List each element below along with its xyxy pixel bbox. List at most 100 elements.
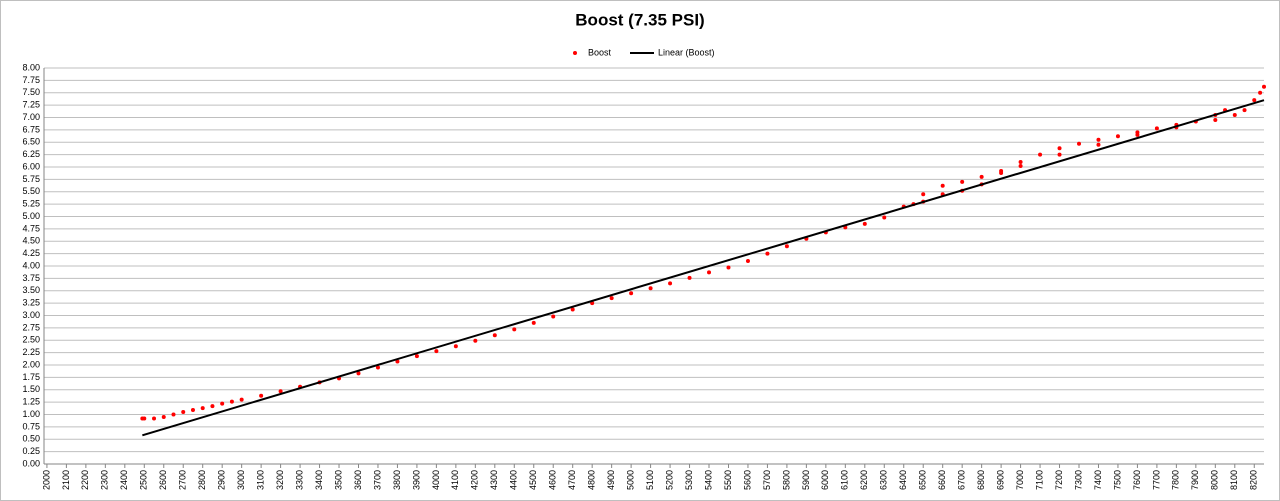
data-point <box>1135 132 1140 137</box>
x-tick-label: 2600 <box>158 470 168 490</box>
y-tick-label: 6.50 <box>22 137 40 147</box>
data-point <box>745 259 750 264</box>
data-point <box>765 251 770 256</box>
trend-line <box>142 99 1265 437</box>
data-point <box>1115 134 1120 139</box>
y-tick-label: 1.25 <box>22 397 40 407</box>
x-tick-label: 3200 <box>275 470 285 490</box>
x-tick-label: 7800 <box>1171 470 1181 490</box>
data-point <box>1213 117 1218 122</box>
data-point <box>220 401 225 406</box>
x-tick-label: 2200 <box>80 470 90 490</box>
y-tick-label: 3.50 <box>22 285 40 295</box>
data-point <box>1252 98 1257 103</box>
data-point <box>687 275 692 280</box>
y-tick-label: 3.75 <box>22 273 40 283</box>
data-point <box>356 371 361 376</box>
x-tick-label: 3500 <box>333 470 343 490</box>
y-tick-label: 1.75 <box>22 372 40 382</box>
data-point <box>629 291 634 296</box>
data-point <box>1262 84 1266 89</box>
data-point <box>1018 164 1023 169</box>
x-tick-label: 5000 <box>625 470 635 490</box>
x-tick-label: 2500 <box>139 470 149 490</box>
data-point <box>648 286 653 291</box>
data-point <box>414 354 419 359</box>
x-tick-label: 6200 <box>859 470 869 490</box>
data-point <box>453 344 458 349</box>
x-tick-label: 5400 <box>703 470 713 490</box>
data-point <box>784 244 789 249</box>
x-tick-label: 4900 <box>606 470 616 490</box>
y-tick-label: 3.25 <box>22 298 40 308</box>
x-tick-label: 2700 <box>178 470 188 490</box>
data-point <box>229 399 234 404</box>
data-point <box>239 397 244 402</box>
data-point <box>862 221 867 226</box>
data-point <box>1232 113 1237 118</box>
legend-label: Linear (Boost) <box>658 47 715 57</box>
data-point <box>1096 142 1101 147</box>
x-tick-label: 3100 <box>256 470 266 490</box>
x-tick-label: 4000 <box>431 470 441 490</box>
x-tick-label: 6000 <box>820 470 830 490</box>
x-tick-label: 3800 <box>392 470 402 490</box>
x-tick-label: 2100 <box>61 470 71 490</box>
x-tick-label: 6300 <box>879 470 889 490</box>
x-tick-label: 3400 <box>314 470 324 490</box>
x-tick-label: 8000 <box>1210 470 1220 490</box>
data-point <box>551 314 556 319</box>
data-point <box>171 412 176 417</box>
data-point <box>999 170 1004 175</box>
data-point <box>152 416 157 421</box>
y-tick-label: 5.50 <box>22 186 40 196</box>
x-tick-label: 3000 <box>236 470 246 490</box>
data-point <box>375 365 380 370</box>
x-tick-label: 3600 <box>353 470 363 490</box>
data-point <box>210 404 215 409</box>
y-tick-label: 6.75 <box>22 124 40 134</box>
y-tick-label: 0.75 <box>22 421 40 431</box>
data-point <box>1258 90 1263 95</box>
y-tick-label: 1.00 <box>22 409 40 419</box>
x-tick-label: 5800 <box>781 470 791 490</box>
x-tick-label: 2300 <box>100 470 110 490</box>
data-point <box>570 307 575 312</box>
x-tick-label: 4800 <box>587 470 597 490</box>
x-tick-label: 4500 <box>528 470 538 490</box>
x-tick-label: 5300 <box>684 470 694 490</box>
data-point <box>726 265 731 270</box>
data-point <box>181 410 186 415</box>
data-point <box>1154 126 1159 131</box>
x-tick-label: 6700 <box>957 470 967 490</box>
x-tick-label: 5200 <box>664 470 674 490</box>
y-tick-label: 7.25 <box>22 100 40 110</box>
y-tick-label: 5.00 <box>22 211 40 221</box>
y-tick-label: 6.00 <box>22 161 40 171</box>
x-tick-label: 6100 <box>840 470 850 490</box>
legend-label: Boost <box>588 47 612 57</box>
x-tick-label: 8100 <box>1229 470 1239 490</box>
y-tick-label: 1.50 <box>22 384 40 394</box>
y-tick-label: 7.50 <box>22 87 40 97</box>
data-point <box>200 406 205 411</box>
x-tick-label: 7200 <box>1054 470 1064 490</box>
y-tick-label: 4.75 <box>22 223 40 233</box>
data-point <box>395 359 400 364</box>
data-point <box>1242 108 1247 113</box>
x-tick-label: 4100 <box>450 470 460 490</box>
y-tick-label: 3.00 <box>22 310 40 320</box>
y-tick-label: 0.50 <box>22 434 40 444</box>
x-tick-label: 2900 <box>217 470 227 490</box>
data-point <box>668 281 673 286</box>
x-tick-label: 5600 <box>742 470 752 490</box>
y-tick-label: 4.50 <box>22 236 40 246</box>
data-point <box>609 296 614 301</box>
data-point <box>1038 152 1043 157</box>
y-tick-label: 4.25 <box>22 248 40 258</box>
legend-marker <box>573 51 577 55</box>
x-tick-label: 4200 <box>470 470 480 490</box>
x-tick-label: 3700 <box>372 470 382 490</box>
data-point <box>1057 152 1062 157</box>
